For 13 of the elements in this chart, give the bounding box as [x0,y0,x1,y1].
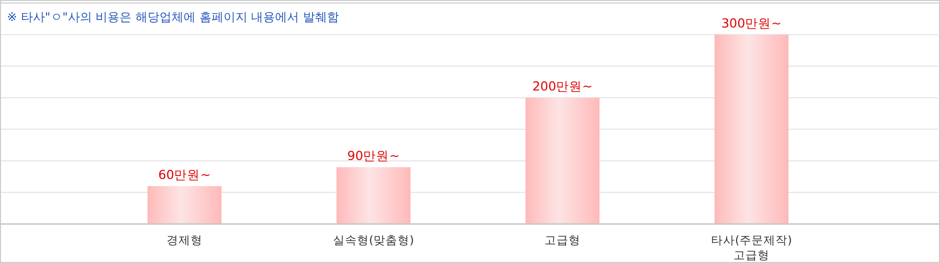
x-tick-label: 타사(주문제작) 고급형 [711,233,792,262]
data-label: 60만원~ [158,167,211,182]
data-label: 90만원~ [347,148,400,164]
bar [336,167,410,224]
bar [526,98,600,224]
bar [148,186,222,224]
data-label: 200만원~ [532,78,593,94]
x-tick-label: 경제형 [166,233,202,247]
data-label: 300만원~ [721,16,782,31]
x-tick-label: 실속형(맞춤형) [333,233,414,247]
annotation: ※ 타사"ㅇ"사의 비용은 해당업체에 홈페이지 내용에서 발췌함 [7,10,339,24]
x-tick-label: 고급형 [544,233,580,247]
bar [714,34,788,224]
